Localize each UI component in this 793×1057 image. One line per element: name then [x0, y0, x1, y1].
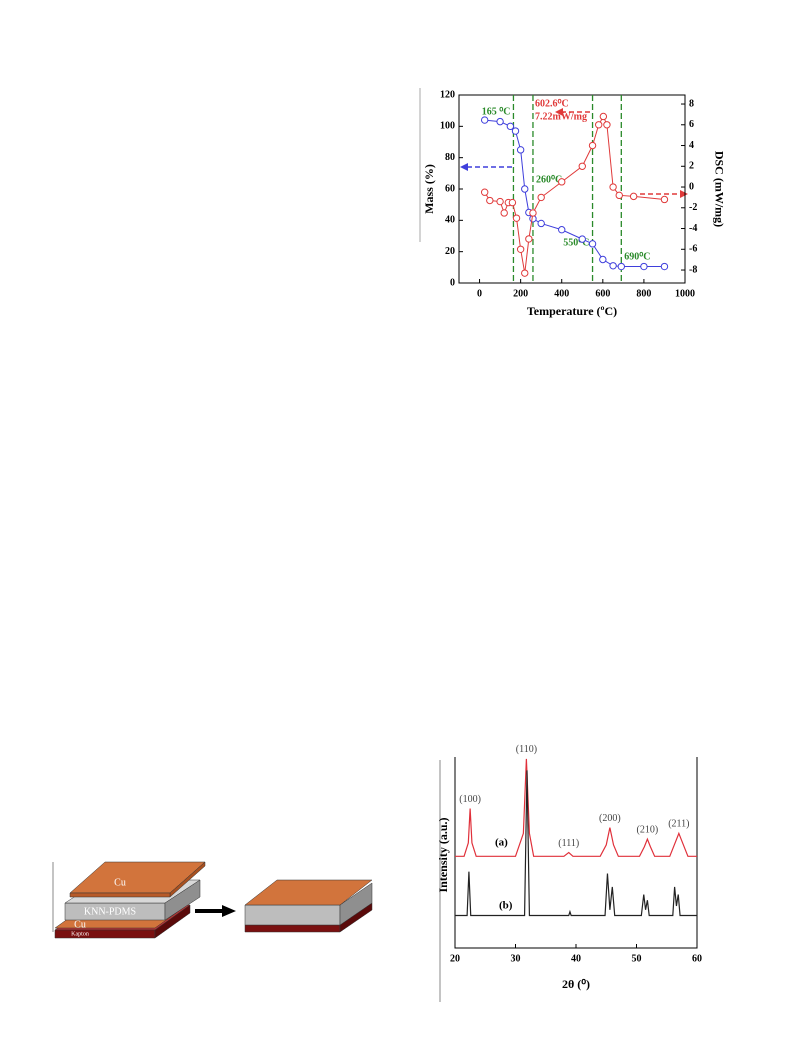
x-tick-label: 0	[477, 288, 482, 299]
y-tick-label: 100	[440, 121, 455, 132]
data-point	[629, 192, 638, 201]
data-point	[521, 269, 529, 277]
peak-label: (210)	[637, 824, 659, 835]
peak-label: (211)	[668, 819, 689, 830]
data-point	[617, 262, 626, 271]
y2-axis-label: DSC (mW/mg)	[712, 151, 726, 227]
y-tick-label: 20	[445, 246, 455, 257]
series-line	[455, 770, 697, 917]
data-point	[525, 235, 533, 243]
data-point	[537, 219, 545, 228]
data-point	[496, 117, 504, 126]
y2-tick-label: 0	[689, 181, 694, 192]
data-point	[615, 191, 623, 200]
data-point	[516, 146, 525, 154]
x-tick-label: 40	[571, 953, 581, 964]
data-point	[578, 235, 586, 243]
data-point	[512, 214, 521, 222]
peak-annotation: 602.6⁰C	[535, 98, 569, 109]
y2-tick-label: -4	[689, 223, 697, 234]
y2-tick-label: 4	[689, 140, 694, 151]
data-point	[508, 198, 517, 207]
marker-label: 260⁰C	[536, 174, 562, 185]
data-point	[516, 245, 525, 253]
data-point	[496, 197, 504, 206]
x-tick-label: 800	[636, 288, 651, 299]
data-point	[588, 141, 597, 150]
x-tick-label: 30	[511, 953, 521, 964]
y-axis-label: Mass (%)	[422, 164, 436, 214]
y2-tick-label: -8	[689, 264, 697, 275]
layer-label: Kapton	[71, 931, 89, 937]
y2-tick-label: 2	[689, 161, 694, 172]
peak-label: (110)	[516, 744, 537, 755]
y2-tick-label: 8	[689, 98, 694, 109]
layer-label: Cu	[74, 919, 86, 930]
marker-label: 165 ⁰C	[482, 106, 511, 117]
x-tick-label: 200	[513, 288, 528, 299]
series-label: (a)	[495, 837, 508, 849]
data-point	[558, 226, 566, 234]
x-axis-label: 2θ (⁰)	[562, 977, 590, 991]
y-tick-label: 60	[445, 183, 455, 194]
peak-label: (100)	[459, 794, 481, 805]
arrows	[460, 108, 688, 198]
x-axis-label: Temperature (ºC)	[527, 304, 617, 318]
data-point	[480, 116, 489, 124]
x-tick-label: 50	[632, 953, 642, 964]
data-point	[500, 209, 508, 217]
data-point	[588, 240, 597, 248]
y2-tick-label: 6	[689, 119, 694, 130]
plot-frame	[454, 757, 698, 949]
y-tick-label: 80	[445, 152, 455, 163]
data-point	[506, 122, 515, 131]
data-point	[603, 121, 611, 129]
data-point	[558, 178, 566, 186]
marker-label: 690⁰C	[624, 251, 650, 262]
layer-label: KNN-PDMS	[84, 906, 136, 917]
plot-frame	[458, 94, 686, 284]
marker-label: 550⁰C	[563, 237, 589, 248]
layer-diagram	[54, 861, 373, 939]
series-line	[455, 758, 697, 857]
x-tick-label: 20	[450, 953, 460, 964]
series-line	[484, 115, 665, 274]
data-point	[599, 255, 607, 264]
data-point	[640, 262, 648, 271]
y-tick-label: 120	[440, 89, 455, 100]
y2-tick-label: -6	[689, 244, 697, 255]
peak-annotation: 7.22mW/mg	[535, 111, 587, 122]
x-tick-label: 400	[554, 288, 569, 299]
series-label: (b)	[499, 900, 513, 912]
data-point	[521, 185, 529, 193]
data-point	[480, 188, 489, 196]
x-tick-label: 600	[595, 288, 610, 299]
x-tick-label: 1000	[675, 288, 695, 299]
peak-label: (200)	[599, 813, 621, 824]
data-point	[595, 121, 603, 129]
data-point	[529, 209, 537, 217]
y2-tick-label: -2	[689, 202, 697, 213]
data-point	[660, 262, 669, 271]
y-tick-label: 0	[450, 277, 455, 288]
data-point	[660, 195, 669, 204]
data-point	[609, 262, 617, 270]
data-point	[486, 196, 494, 205]
data-point	[578, 162, 586, 170]
peak-label: (111)	[558, 838, 579, 849]
data-point	[609, 183, 617, 191]
layer-label: Cu	[114, 877, 126, 888]
y-tick-label: 40	[445, 215, 455, 226]
data-point	[511, 127, 520, 135]
data-point	[599, 112, 608, 121]
data-point	[537, 193, 545, 202]
x-tick-label: 60	[692, 953, 702, 964]
y-axis-label: Intensity (a.u.)	[436, 817, 450, 892]
